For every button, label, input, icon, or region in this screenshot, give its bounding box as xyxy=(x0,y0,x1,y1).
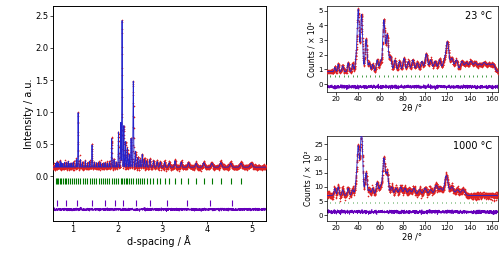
X-axis label: d-spacing / Å: d-spacing / Å xyxy=(127,235,191,247)
Text: 1000 °C: 1000 °C xyxy=(454,141,492,151)
Y-axis label: Counts / × 10⁴: Counts / × 10⁴ xyxy=(308,21,317,77)
Y-axis label: Intensity / a.u.: Intensity / a.u. xyxy=(24,78,34,149)
Y-axis label: Counts / × 10²: Counts / × 10² xyxy=(304,151,312,206)
X-axis label: 2θ /°: 2θ /° xyxy=(402,232,422,242)
Text: 23 °C: 23 °C xyxy=(466,11,492,21)
X-axis label: 2θ /°: 2θ /° xyxy=(402,103,422,112)
